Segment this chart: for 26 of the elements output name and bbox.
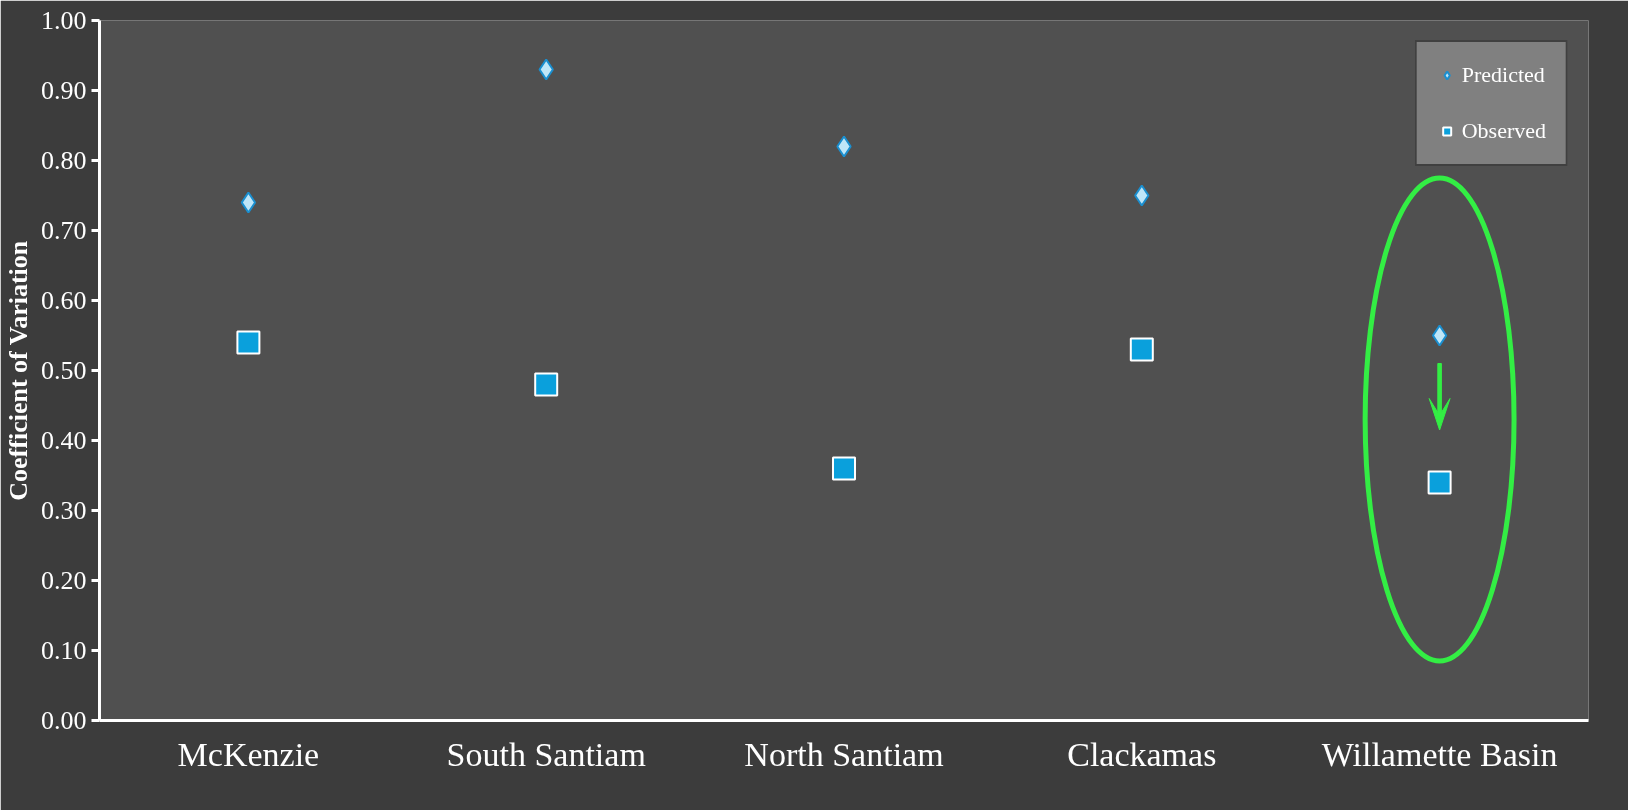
y-tick-label: 0.50 <box>41 356 87 385</box>
point <box>534 372 559 397</box>
y-tick-label: 0.30 <box>41 496 87 525</box>
y-axis-title: Coefficient of Variation <box>4 240 33 501</box>
y-tick-label: 0.80 <box>41 146 87 175</box>
point <box>1427 470 1452 495</box>
y-tick-label: 0.60 <box>41 286 87 315</box>
y-tick-label: 0.90 <box>41 76 87 105</box>
x-tick-label: North Santiam <box>744 735 944 773</box>
point <box>240 191 257 214</box>
legend-label: Observed <box>1461 118 1546 144</box>
x-tick-label: Willamette Basin <box>1321 735 1558 773</box>
x-tick-label: Clackamas <box>1067 735 1217 773</box>
y-tick-label: 0.00 <box>41 706 87 735</box>
point <box>1431 324 1448 347</box>
y-tick-label: 0.20 <box>41 566 87 595</box>
y-tick-label: 0.40 <box>41 426 87 455</box>
y-tick-label: 0.10 <box>41 636 87 665</box>
point <box>236 330 261 355</box>
y-tick-label: 0.70 <box>41 216 87 245</box>
x-tick-label: South Santiam <box>446 735 646 773</box>
y-tick-label: 1.00 <box>41 6 87 35</box>
legend-label: Predicted <box>1461 62 1545 88</box>
x-tick-label: McKenzie <box>177 735 320 773</box>
point <box>1129 337 1154 362</box>
point <box>832 456 856 481</box>
